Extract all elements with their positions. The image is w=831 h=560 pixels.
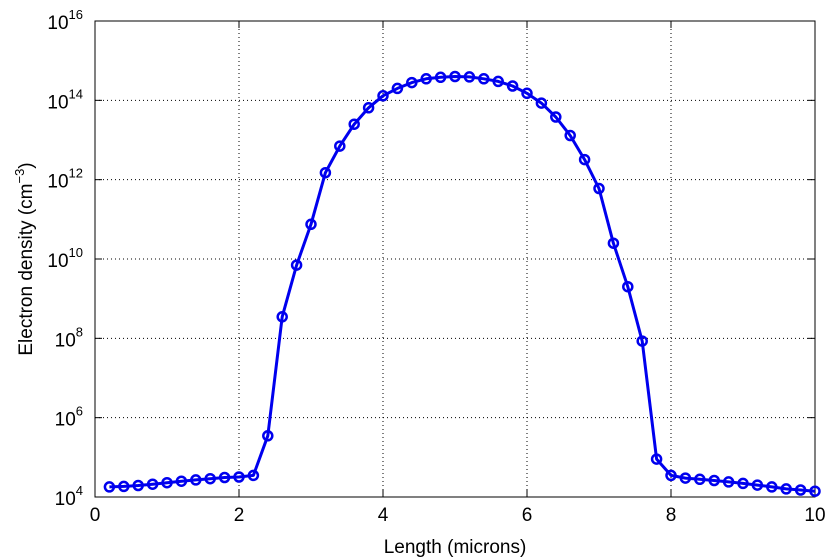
data-point: [449, 70, 461, 83]
data-point: [679, 472, 692, 484]
data-point: [434, 71, 447, 84]
y-tick-label: 1014: [47, 86, 83, 113]
tick-marks: [94, 20, 816, 498]
data-point: [276, 311, 288, 323]
y-tick-label-exponent: 8: [76, 324, 83, 339]
data-point: [665, 469, 677, 482]
y-tick-label-base: 10: [55, 330, 76, 351]
y-tick-label-exponent: 6: [76, 404, 83, 419]
data-point: [262, 430, 274, 442]
y-tick-label-exponent: 16: [69, 7, 83, 22]
data-point: [305, 218, 317, 231]
y-axis-label-prefix: Electron density (cm: [16, 184, 37, 356]
y-tick-label-base: 10: [55, 410, 76, 431]
data-point: [809, 485, 821, 497]
y-axis-label-suffix: ): [16, 162, 37, 168]
data-point: [190, 474, 202, 486]
y-tick-label-base: 10: [47, 172, 68, 193]
data-point: [506, 80, 519, 92]
data-point: [175, 475, 188, 487]
data-point: [593, 182, 605, 195]
data-point: [362, 102, 375, 114]
y-tick-label-exponent: 12: [69, 166, 83, 181]
y-tick-label-exponent: 10: [69, 245, 83, 260]
data-point: [377, 90, 389, 102]
y-tick-label-base: 10: [47, 251, 68, 272]
data-point: [406, 76, 418, 89]
data-point: [550, 111, 562, 123]
data-point: [794, 484, 807, 496]
data-point: [118, 480, 130, 493]
x-tick-label: 10: [804, 505, 825, 526]
x-tick-label: 4: [378, 505, 389, 526]
data-point: [233, 471, 245, 483]
data-point: [218, 471, 231, 484]
series-group: [103, 70, 821, 497]
y-tick-label: 104: [55, 483, 83, 510]
data-point: [766, 481, 778, 493]
x-tick-labels: 0 2 4 6 8 10: [90, 505, 826, 526]
series-line: [109, 75, 816, 493]
data-point: [650, 453, 663, 465]
data-point: [463, 71, 476, 83]
data-point: [146, 478, 159, 490]
y-tick-label-exponent: 4: [76, 483, 83, 498]
data-point: [564, 129, 576, 142]
x-tick-label: 2: [234, 505, 245, 526]
y-tick-label: 1012: [47, 166, 83, 193]
y-tick-label: 106: [55, 404, 83, 431]
y-axis-label-superscript: −3: [12, 169, 27, 184]
data-point: [751, 479, 764, 491]
data-point: [319, 166, 332, 179]
y-tick-label-base: 10: [55, 489, 76, 510]
x-tick-label: 8: [666, 505, 677, 526]
y-tick-label: 1016: [47, 7, 83, 34]
grid: [95, 21, 815, 497]
data-point: [247, 469, 260, 482]
data-point: [204, 472, 216, 485]
data-point: [391, 82, 404, 95]
data-point: [103, 481, 116, 493]
data-point: [578, 153, 591, 166]
y-tick-label-exponent: 14: [69, 86, 83, 101]
y-tick-label: 1010: [47, 245, 83, 272]
y-tick-label-base: 10: [47, 92, 68, 113]
x-axis-label: Length (microns): [384, 537, 527, 558]
data-point: [708, 474, 720, 487]
data-point: [535, 97, 548, 109]
data-point: [420, 73, 432, 85]
data-point: [132, 479, 144, 492]
data-point: [636, 335, 648, 347]
data-point: [521, 87, 533, 100]
data-point: [290, 259, 303, 271]
data-point: [737, 477, 749, 490]
data-point: [348, 118, 360, 130]
x-tick-label: 6: [522, 505, 533, 526]
data-point: [161, 476, 173, 489]
data-point: [622, 280, 634, 293]
y-tick-label: 108: [55, 324, 83, 351]
data-point: [694, 473, 706, 486]
x-tick-label: 0: [90, 505, 101, 526]
data-point: [492, 75, 504, 88]
y-axis-label: Electron density (cm−3): [12, 162, 37, 355]
data-point: [478, 73, 490, 85]
data-point: [607, 237, 620, 249]
data-point: [334, 140, 346, 152]
data-point: [780, 483, 792, 495]
data-point: [722, 476, 735, 488]
y-tick-label-base: 10: [47, 13, 68, 34]
